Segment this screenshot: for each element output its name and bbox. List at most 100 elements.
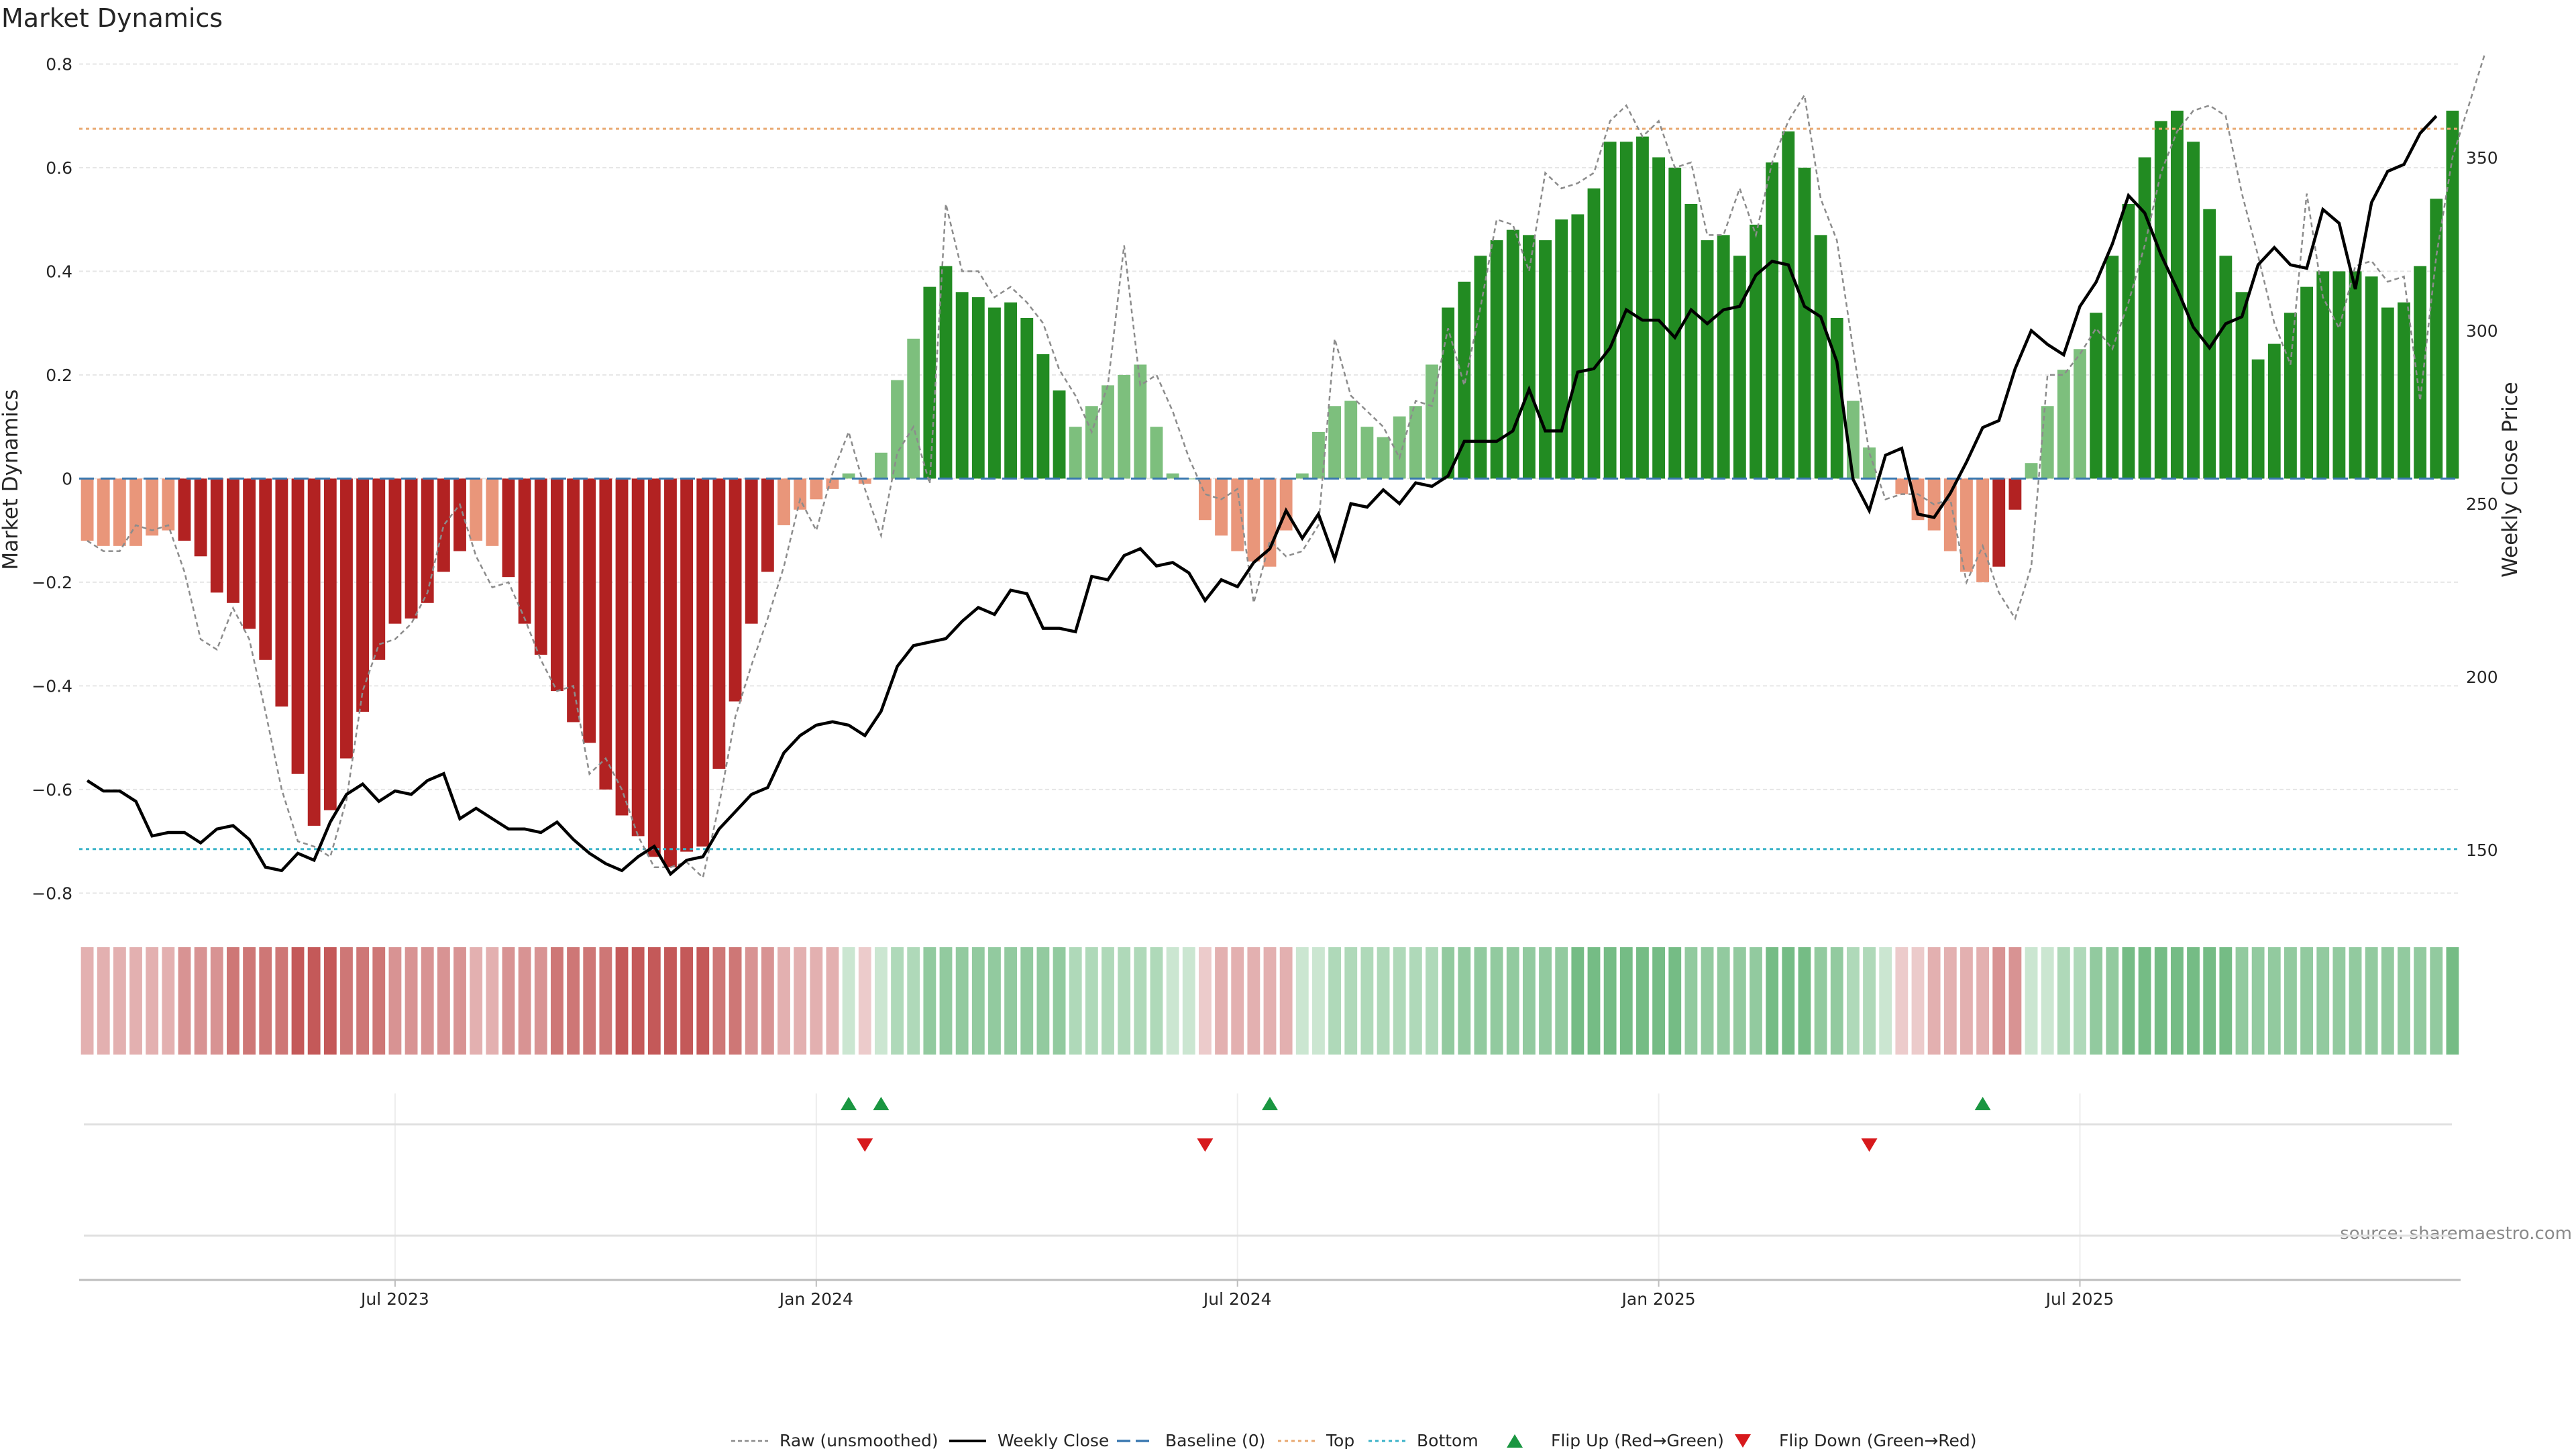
- dynamics-bar: [1684, 204, 1698, 479]
- dynamics-bar: [2300, 286, 2313, 479]
- dynamics-bar: [113, 478, 126, 546]
- dynamics-bar: [243, 478, 256, 629]
- heat-cell: [1426, 947, 1438, 1055]
- legend-item-up-label: Flip Up (Red→Green): [1551, 1431, 1724, 1449]
- axis-ticks: 0.8 0.6 0.4 0.2 0 −0.2 −0.4 −0.6 −0.8 350 300 250 20…: [32, 54, 2498, 903]
- heat-cell: [1701, 947, 1714, 1055]
- dynamics-bar: [1717, 235, 1730, 479]
- dynamics-bar: [745, 478, 758, 624]
- y-tick-label: 0.4: [46, 262, 72, 281]
- flip-down-marker: [1861, 1138, 1878, 1152]
- heat-cell: [2122, 947, 2135, 1055]
- dynamics-bar: [2219, 256, 2233, 479]
- heat-cell: [1668, 947, 1682, 1055]
- dynamics-bar: [534, 478, 547, 655]
- dynamics-bar: [955, 292, 969, 479]
- strength-heatstrip: [80, 947, 2459, 1055]
- dynamics-bar: [1166, 473, 1179, 479]
- dynamics-bar: [2203, 209, 2216, 479]
- heat-cell: [1911, 947, 1925, 1055]
- heat-cell: [2349, 947, 2362, 1055]
- dynamics-bar: [210, 478, 223, 593]
- heat-cell: [372, 947, 386, 1055]
- heat-cell: [1360, 947, 1374, 1055]
- heat-cell: [405, 947, 418, 1055]
- dynamics-bar: [2381, 307, 2394, 479]
- dynamics-bar: [1814, 235, 1827, 479]
- dynamics-bar: [1036, 354, 1050, 479]
- heat-cell: [1036, 947, 1050, 1055]
- dynamics-bar: [1943, 478, 1957, 551]
- heat-cell: [745, 947, 758, 1055]
- heat-cell: [1215, 947, 1228, 1055]
- heat-cell: [1943, 947, 1957, 1055]
- dynamics-bar: [2365, 276, 2378, 479]
- dynamics-bar: [2414, 266, 2427, 479]
- dynamics-bar: [1782, 131, 1795, 479]
- heat-cell: [1506, 947, 1519, 1055]
- heat-cell: [2025, 947, 2038, 1055]
- heat-cell: [1960, 947, 1973, 1055]
- legend: Raw (unsmoothed) Weekly Close Baseline (0)…: [731, 1431, 1977, 1449]
- dynamics-bar: [712, 478, 726, 769]
- y2-tick-label: 250: [2466, 494, 2498, 514]
- dynamics-bars: [80, 110, 2459, 867]
- heat-cell: [794, 947, 807, 1055]
- dynamics-bar: [858, 478, 871, 484]
- heat-cell: [907, 947, 920, 1055]
- heat-cell: [2138, 947, 2151, 1055]
- dynamics-bar: [1409, 406, 1422, 479]
- dynamics-bar: [259, 478, 272, 660]
- dynamics-bar: [1668, 167, 1682, 479]
- dynamics-bar: [2316, 271, 2330, 479]
- heat-cell: [777, 947, 790, 1055]
- dynamics-bar: [1830, 317, 1843, 479]
- dynamics-bar: [421, 478, 434, 603]
- dynamics-bar: [340, 478, 353, 759]
- heat-cell: [647, 947, 661, 1055]
- dynamics-bar: [874, 452, 888, 479]
- dynamics-bar: [405, 478, 418, 619]
- heat-cell: [664, 947, 677, 1055]
- heat-cell: [2057, 947, 2070, 1055]
- dynamics-bar: [1150, 427, 1163, 479]
- heat-cell: [1409, 947, 1422, 1055]
- heat-cell: [2332, 947, 2346, 1055]
- heat-cell: [1474, 947, 1487, 1055]
- dynamics-bar: [2251, 359, 2265, 479]
- dynamics-bar: [2284, 313, 2297, 479]
- heat-cell: [2365, 947, 2378, 1055]
- dynamics-bar: [2074, 349, 2086, 479]
- heat-cell: [1393, 947, 1406, 1055]
- heat-cell: [1555, 947, 1568, 1055]
- heat-cell: [1830, 947, 1843, 1055]
- heat-cell: [2090, 947, 2103, 1055]
- dynamics-bar: [372, 478, 386, 660]
- heat-cell: [2154, 947, 2167, 1055]
- heat-cell: [550, 947, 564, 1055]
- heat-cell: [323, 947, 337, 1055]
- dynamics-bar: [1360, 427, 1374, 479]
- heat-cell: [891, 947, 904, 1055]
- dynamics-bar: [2138, 157, 2151, 479]
- dynamics-bar: [162, 478, 175, 531]
- heat-cell: [178, 947, 191, 1055]
- heat-cell: [567, 947, 580, 1055]
- dynamics-bar: [2332, 271, 2346, 479]
- dynamics-bar: [2154, 121, 2167, 479]
- heat-cell: [388, 947, 402, 1055]
- heat-cell: [1328, 947, 1342, 1055]
- heat-cell: [1231, 947, 1244, 1055]
- dynamics-bar: [647, 478, 661, 857]
- dynamics-bar: [1004, 302, 1018, 479]
- legend-item-top-label: Top: [1326, 1431, 1354, 1449]
- heat-cell: [291, 947, 305, 1055]
- heat-cell: [1895, 947, 1909, 1055]
- legend-item-down-label: Flip Down (Green→Red): [1779, 1431, 1977, 1449]
- dynamics-bar: [1636, 136, 1649, 479]
- dynamics-bar: [2446, 110, 2459, 479]
- heat-cell: [1750, 947, 1762, 1055]
- heat-cell: [1085, 947, 1098, 1055]
- dynamics-bar: [2187, 142, 2200, 479]
- dynamics-bar: [1911, 478, 1925, 521]
